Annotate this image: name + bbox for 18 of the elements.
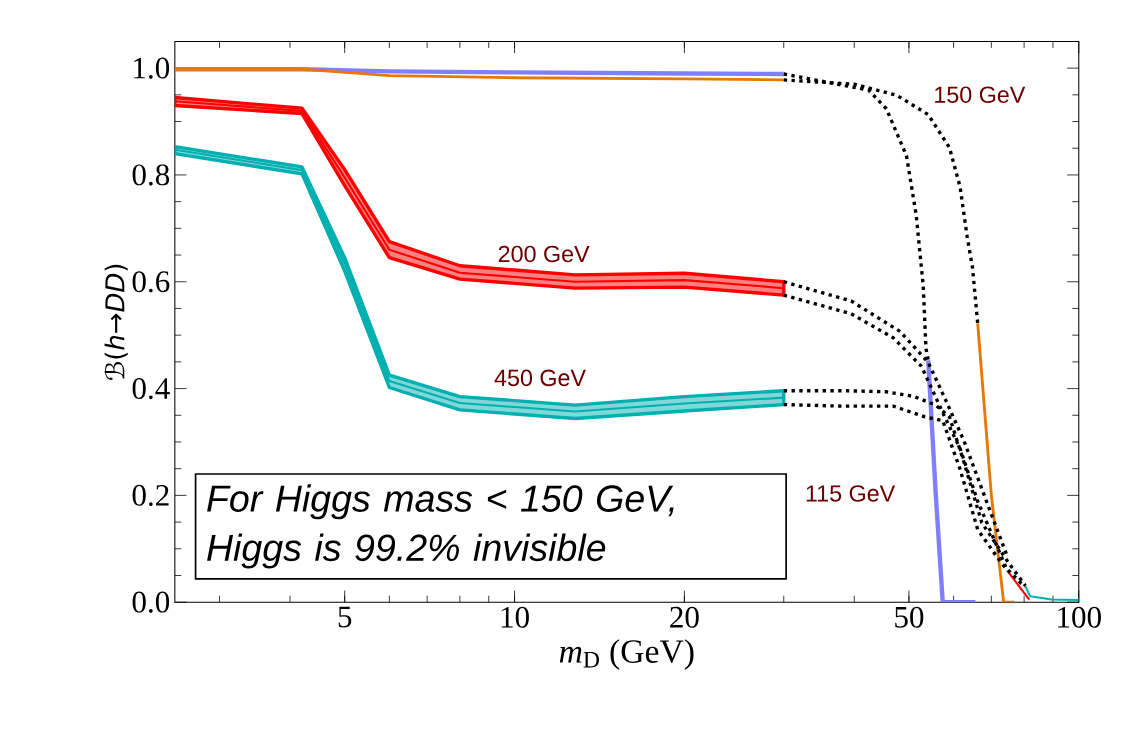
x-tick-label: 20 xyxy=(670,606,699,628)
y-tick-label: 0.0 xyxy=(132,591,170,613)
y-tick-label: 0.4 xyxy=(132,377,170,399)
y-tick-label: 1.0 xyxy=(134,57,170,79)
annotation: 150 GeV xyxy=(935,86,1026,103)
annotation: 200 GeV xyxy=(498,245,590,263)
annotation: 450 GeV xyxy=(494,369,586,386)
y-tick-label: 0.8 xyxy=(132,164,170,186)
y-tick-label: 0.2 xyxy=(132,484,169,506)
annotation: For Higgs mass < 150 GeV, Higgs is 99.2% invisible xyxy=(207,484,674,569)
x-tick-label: 100 xyxy=(1058,606,1101,628)
y-axis-title: ℬ(h→DD) xyxy=(104,264,128,380)
annotation: 115 GeV xyxy=(806,484,896,502)
y-tick-label: 0.6 xyxy=(132,271,170,293)
x-tick-label: 10 xyxy=(501,606,529,628)
x-axis-title: m$_{D}$ (GeV) xyxy=(559,639,694,670)
x-tick-label: 5 xyxy=(338,606,352,628)
x-tick-label: 50 xyxy=(895,606,924,628)
